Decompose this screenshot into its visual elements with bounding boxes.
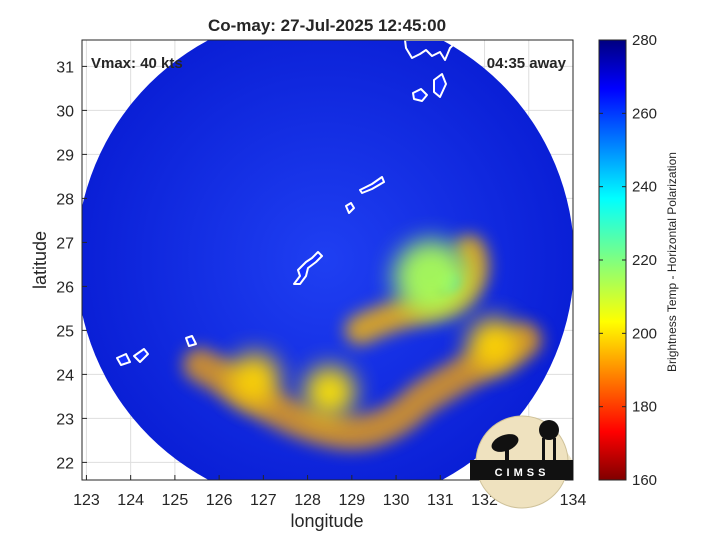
coastline-amami	[359, 176, 385, 194]
feature-convective-band	[393, 239, 470, 316]
chart-title: Co-may: 27-Jul-2025 12:45:00	[208, 16, 446, 35]
x-tick-label: 130	[383, 492, 410, 509]
time-away-annotation: 04:35 away	[487, 55, 567, 72]
colorbar-gradient	[598, 39, 627, 481]
plot-frame	[81, 39, 574, 481]
logo-tower-leg-2	[553, 438, 556, 462]
x-tick-label: 129	[338, 492, 365, 509]
x-tick-label: 134	[560, 492, 587, 509]
y-tick-label: 26	[56, 279, 74, 296]
x-axis-label: longitude	[290, 511, 363, 531]
logo-text: CIMSS	[495, 467, 550, 479]
colorbar-tick-label: 160	[632, 472, 657, 489]
x-tick-label: 126	[206, 492, 233, 509]
coastline-island-small-2	[412, 88, 428, 102]
x-tick-label: 123	[73, 492, 100, 509]
colorbar-tick-label: 180	[632, 399, 657, 416]
y-tick-label: 28	[56, 191, 74, 208]
feature-rainband	[467, 317, 520, 370]
vmax-annotation: Vmax: 40 kts	[91, 55, 183, 72]
y-axis-label: latitude	[30, 231, 50, 289]
colorbar-tick-label: 280	[632, 32, 657, 49]
y-tick-label: 31	[56, 59, 74, 76]
y-tick-label: 22	[56, 455, 74, 472]
logo-antenna-dish	[491, 434, 519, 452]
coastline-miyako	[185, 335, 197, 347]
y-tick-label: 23	[56, 411, 74, 428]
y-tick-label: 25	[56, 323, 74, 340]
y-tick-label: 27	[56, 235, 74, 252]
colorbar-tick-label: 200	[632, 325, 657, 342]
logo-building	[470, 460, 573, 480]
coastlines	[116, 40, 459, 366]
logo-tower-leg-1	[542, 438, 545, 462]
logo-antenna-post	[505, 446, 509, 462]
y-axis-ticks: 22 23 24 25 26 27 28 29 30 31	[56, 59, 87, 472]
x-tick-label: 131	[427, 492, 454, 509]
x-tick-label: 124	[117, 492, 144, 509]
colorbar-label: Brightness Temp - Horizontal Polarizatio…	[665, 152, 679, 372]
coastline-kyushu	[404, 40, 459, 61]
cimss-logo: CIMSS	[470, 415, 573, 509]
x-tick-label: 127	[250, 492, 277, 509]
y-tick-label: 24	[56, 367, 74, 384]
plot-area: 123124125126127128129130131132133134 222…	[56, 39, 587, 509]
y-tick-label: 30	[56, 103, 74, 120]
logo-water-tower	[539, 420, 559, 440]
x-tick-label: 125	[162, 492, 189, 509]
colorbar-ticks: 160 180 200 220 240 260 280	[599, 32, 657, 489]
coastline-island-small-1	[345, 202, 355, 214]
x-tick-label: 128	[294, 492, 321, 509]
coastline-iriomote	[116, 353, 131, 366]
y-tick-label: 29	[56, 147, 74, 164]
colorbar: 160 180 200 220 240 260 280 Brightness Temp - …	[598, 32, 679, 489]
brightness-features	[183, 235, 542, 450]
colorbar-tick-label: 240	[632, 179, 657, 196]
coastline-okinawa	[293, 251, 323, 285]
colorbar-tick-label: 260	[632, 105, 657, 122]
coastline-island-small-3	[433, 73, 447, 98]
coastline-ishigaki	[133, 348, 149, 363]
colorbar-tick-label: 220	[632, 252, 657, 269]
feature-rainband	[303, 366, 356, 418]
feature-rainband	[228, 352, 281, 405]
